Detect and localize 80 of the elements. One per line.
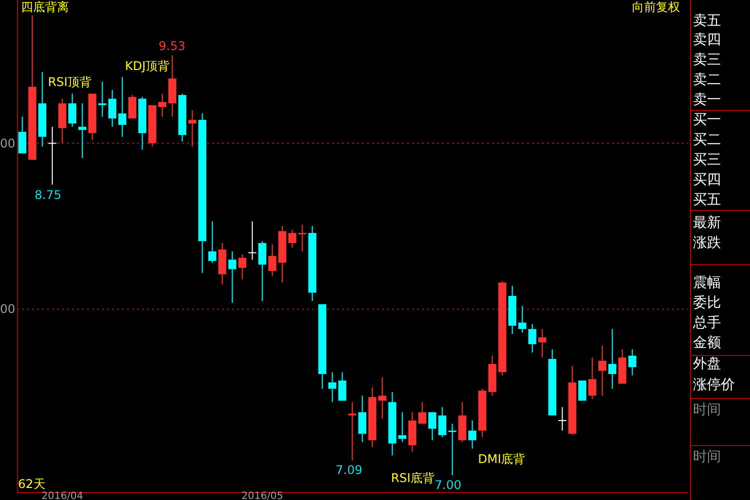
annotation: 9.53	[158, 39, 186, 53]
text: 买一	[693, 112, 721, 128]
x-tick-label: 2016/05	[242, 491, 284, 500]
candlestick	[498, 280, 506, 376]
text: 买二	[693, 132, 721, 148]
candlestick	[268, 244, 276, 277]
candlestick	[48, 126, 57, 186]
annotation: 7.09	[336, 463, 362, 477]
text: 震幅	[693, 275, 721, 291]
candlestick	[228, 250, 236, 304]
text: 总手	[692, 315, 721, 331]
candlestick	[448, 423, 456, 476]
candlestick	[198, 112, 206, 274]
text: 金额	[693, 335, 721, 351]
text: 卖二	[693, 72, 721, 88]
candlestick	[308, 226, 316, 302]
candlestick	[488, 355, 496, 396]
candlestick	[78, 102, 86, 159]
annotation: DMI底背	[478, 452, 526, 466]
text: 62天	[18, 477, 46, 491]
text: 卖四	[693, 32, 721, 48]
text: 卖一	[693, 92, 721, 108]
text: 涨停价	[693, 377, 735, 393]
candlestick	[248, 220, 257, 260]
text: 00	[0, 136, 16, 150]
candlestick	[528, 323, 536, 353]
candlestick	[238, 254, 246, 280]
candlestick	[358, 395, 366, 443]
text: 时间	[693, 402, 721, 418]
candlestick	[298, 224, 306, 252]
candlestick	[518, 306, 526, 334]
candlestick	[398, 412, 406, 443]
text: 7.00	[434, 478, 462, 492]
candlestick	[188, 110, 196, 148]
annotation: RSI底背	[391, 471, 434, 485]
candlestick	[258, 240, 266, 302]
candlestick	[588, 357, 596, 400]
candlestick	[348, 402, 356, 461]
chart-title: 四底背离	[21, 0, 69, 14]
annotation: 8.75	[34, 188, 62, 202]
candlestick	[178, 93, 186, 142]
candlestick	[158, 93, 166, 118]
candlestick	[368, 386, 376, 448]
candlestick	[278, 226, 286, 284]
candlestick	[68, 93, 76, 128]
x-tick-label: 2016/04	[42, 491, 84, 500]
candlestick	[558, 406, 567, 432]
candlestick	[328, 372, 336, 403]
text: 涨跌	[693, 235, 721, 251]
candlestick	[218, 242, 226, 285]
candlestick	[508, 285, 516, 335]
text: 买四	[693, 172, 721, 188]
text: 时间	[693, 449, 721, 465]
candlestick	[108, 89, 116, 128]
candlestick	[628, 348, 636, 376]
candlestick	[58, 98, 66, 144]
candlestick	[378, 376, 386, 420]
text: 买五	[693, 192, 721, 208]
candlestick	[38, 72, 46, 148]
candlestick	[538, 328, 546, 358]
candlestick	[408, 412, 416, 452]
candlestick	[208, 220, 216, 264]
candlestick	[608, 328, 616, 390]
candlestick	[468, 420, 476, 450]
candlestick	[168, 54, 176, 118]
text: 00	[0, 302, 16, 316]
text: 最新	[693, 215, 721, 231]
text: 外盘	[693, 356, 721, 372]
text: 买三	[693, 152, 721, 168]
candlestick	[388, 391, 396, 456]
text: 卖三	[693, 52, 721, 68]
text: 委比	[693, 295, 721, 311]
candlestick	[598, 345, 606, 396]
candlestick	[288, 229, 296, 248]
annotation: RSI顶背	[48, 75, 92, 89]
candlestick	[438, 406, 446, 438]
annotation: KDJ顶背	[125, 59, 170, 73]
text: 向前复权	[632, 0, 680, 14]
text: 卖五	[693, 13, 721, 29]
candlestick	[118, 76, 126, 138]
